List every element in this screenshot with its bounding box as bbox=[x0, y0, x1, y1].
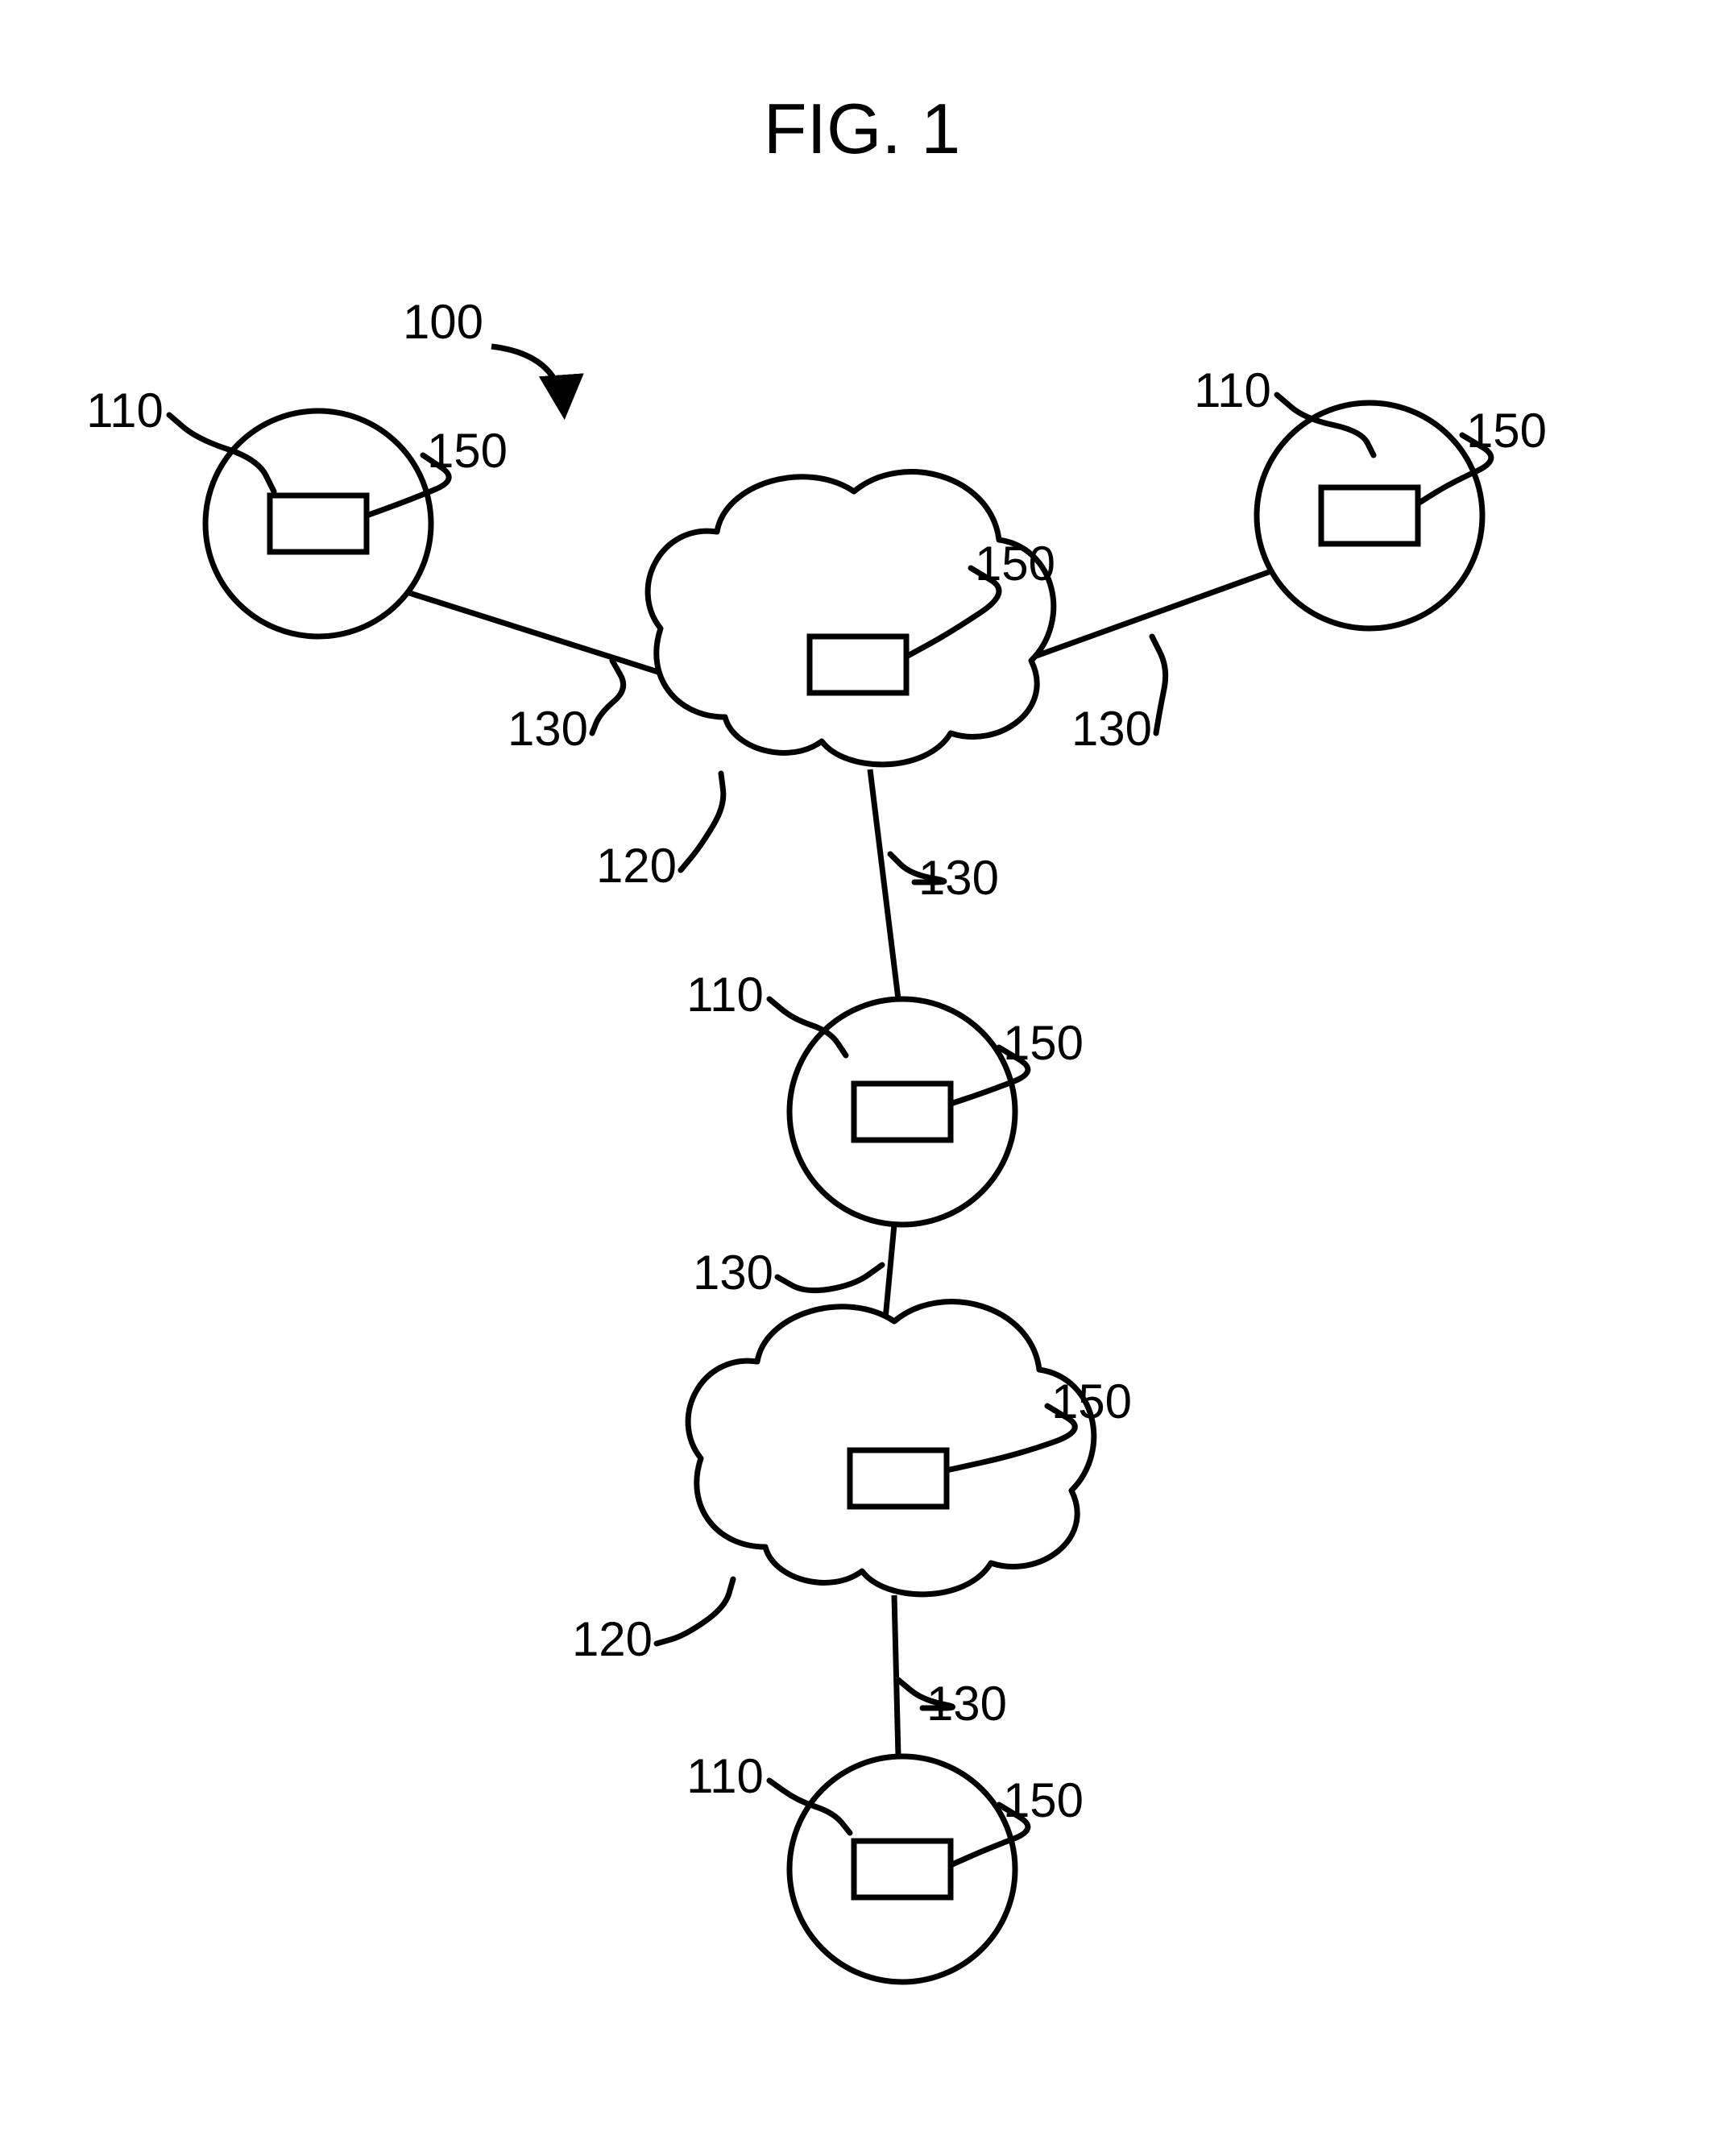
ref-label-130-5: 130 bbox=[508, 702, 588, 756]
ref-lead-11 bbox=[777, 1265, 882, 1291]
ref-label-150-3: 150 bbox=[1466, 404, 1547, 458]
ref-lead-6 bbox=[1152, 636, 1166, 733]
inner-box-cl2 bbox=[850, 1450, 947, 1507]
ref-label-130-6: 130 bbox=[1071, 702, 1152, 756]
ref-label-150-10: 150 bbox=[1003, 1016, 1084, 1070]
inner-box-c1 bbox=[270, 495, 367, 552]
ref-label-150-4: 150 bbox=[975, 537, 1055, 591]
inner-box-c2 bbox=[1321, 487, 1418, 544]
ref-label-120-13: 120 bbox=[572, 1612, 653, 1666]
ref-lead-7 bbox=[681, 773, 723, 870]
inner-box-cl1 bbox=[810, 636, 906, 693]
ref-label-110-15: 110 bbox=[686, 1749, 764, 1803]
link-l2 bbox=[1023, 572, 1269, 661]
ref-label-100: 100 bbox=[403, 295, 483, 349]
ref-label-130-8: 130 bbox=[918, 851, 999, 905]
ref-label-130-11: 130 bbox=[693, 1246, 773, 1300]
ref-label-110-2: 110 bbox=[1194, 363, 1271, 417]
figure-1: FIG. 1 100 110 150 110 150 150 130 130 120 130 110 1… bbox=[0, 0, 1724, 2156]
link-l3 bbox=[870, 769, 898, 999]
ref-label-110-9: 110 bbox=[686, 968, 764, 1022]
ref-label-150-12: 150 bbox=[1051, 1374, 1132, 1428]
ref-label-130-14: 130 bbox=[926, 1677, 1007, 1731]
ref-label-150-1: 150 bbox=[427, 424, 508, 478]
link-l5 bbox=[894, 1595, 898, 1756]
ref-lead-13 bbox=[657, 1579, 733, 1644]
ref-lead-5 bbox=[592, 661, 624, 733]
figure-title: FIG. 1 bbox=[764, 89, 961, 168]
link-l1 bbox=[407, 592, 661, 673]
cloud-node-cl1 bbox=[648, 472, 1054, 765]
inner-box-c3 bbox=[854, 1084, 951, 1140]
inner-box-c4 bbox=[854, 1841, 951, 1897]
ref-arrow-100 bbox=[491, 346, 564, 411]
ref-label-150-16: 150 bbox=[1003, 1773, 1084, 1827]
ref-label-120-7: 120 bbox=[596, 839, 677, 893]
ref-label-110-0: 110 bbox=[86, 384, 164, 437]
